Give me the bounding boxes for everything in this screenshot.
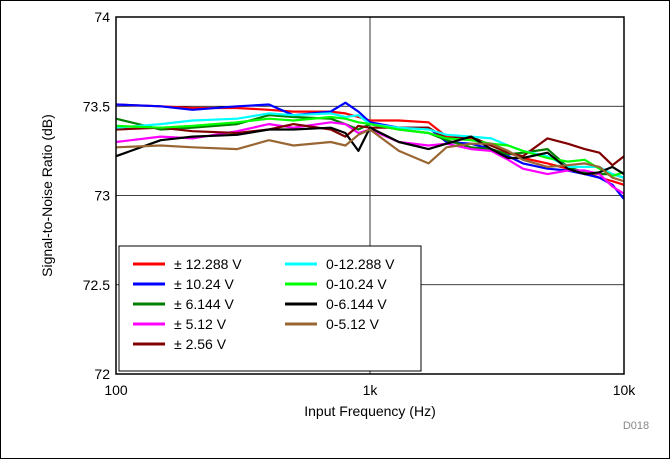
- legend-label: 0-6.144 V: [326, 296, 387, 312]
- x-tick-labels: 100 1k 10k: [104, 382, 636, 398]
- x-tick-label: 100: [104, 382, 128, 398]
- y-tick-labels: 72 72.5 73 73.5 74: [83, 9, 110, 382]
- y-tick-label: 72: [94, 366, 110, 382]
- legend: ± 12.288 V ± 10.24 V ± 6.144 V ± 5.12 V ± 2.…: [119, 246, 421, 371]
- legend-label: 0-10.24 V: [326, 276, 387, 292]
- legend-label: ± 10.24 V: [174, 276, 234, 292]
- x-axis-label: Input Frequency (Hz): [304, 403, 436, 419]
- y-tick-label: 74: [94, 9, 110, 25]
- y-tick-label: 73: [94, 188, 110, 204]
- figure-id-label: D018: [623, 420, 649, 432]
- legend-label: ± 2.56 V: [174, 336, 227, 352]
- legend-label: ± 12.288 V: [174, 256, 242, 272]
- legend-label: 0-12.288 V: [326, 256, 395, 272]
- y-axis-label: Signal-to-Noise Ratio (dB): [39, 114, 55, 277]
- y-tick-label: 73.5: [83, 98, 110, 114]
- legend-label: ± 5.12 V: [174, 316, 227, 332]
- y-tick-label: 72.5: [83, 277, 110, 293]
- legend-label: 0-5.12 V: [326, 316, 380, 332]
- legend-label: ± 6.144 V: [174, 296, 234, 312]
- x-tick-label: 10k: [613, 382, 637, 398]
- x-tick-label: 1k: [363, 382, 379, 398]
